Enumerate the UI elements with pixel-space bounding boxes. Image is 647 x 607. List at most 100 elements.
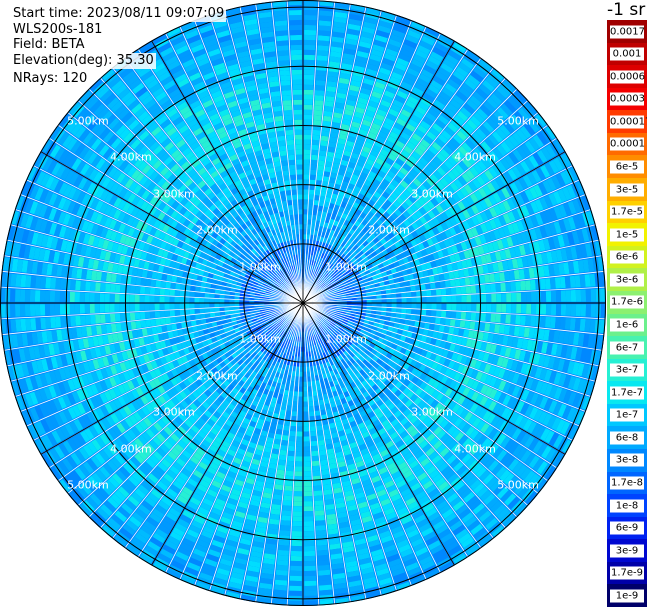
range-gate: [374, 81, 386, 90]
range-gate: [304, 54, 315, 61]
range-gate: [304, 39, 316, 46]
range-gate: [500, 282, 506, 292]
range-gate: [327, 234, 333, 240]
range-gate: [309, 184, 315, 190]
range-gate: [339, 228, 345, 235]
range-gate: [295, 451, 303, 457]
range-gate: [278, 454, 287, 461]
range-gate: [420, 120, 431, 130]
range-gate: [336, 92, 347, 99]
range-gate: [367, 132, 377, 140]
range-gate: [555, 290, 562, 302]
range-gate: [425, 149, 436, 159]
range-gate: [386, 113, 397, 122]
range-gate: [319, 589, 333, 596]
range-gate: [465, 286, 472, 294]
range-gate: [380, 99, 391, 108]
range-gate: [282, 505, 292, 511]
range-gate: [406, 141, 416, 151]
range-gate: [411, 20, 425, 31]
range-gate: [316, 60, 328, 66]
range-gate: [471, 303, 477, 312]
range-gate: [289, 570, 302, 577]
range-gate: [303, 94, 313, 100]
range-gate: [295, 456, 303, 462]
range-gate: [303, 129, 312, 135]
range-gate: [426, 310, 432, 316]
range-gate: [319, 10, 333, 17]
range-gate: [545, 304, 552, 315]
range-gate: [334, 237, 340, 244]
range-gate: [432, 46, 446, 58]
range-gate: [331, 122, 341, 129]
range-gate: [390, 312, 397, 318]
range-gate: [367, 211, 375, 219]
range-gate: [285, 470, 294, 477]
range-gate: [362, 146, 371, 154]
range-gate: [310, 265, 313, 271]
range-gate: [409, 63, 422, 73]
range-gate: [308, 209, 313, 215]
range-gate: [343, 243, 350, 250]
range-gate: [376, 135, 386, 144]
range-gate: [303, 356, 306, 362]
range-gate: [370, 183, 378, 191]
range-gate: [358, 223, 365, 230]
range-gate: [480, 313, 487, 322]
range-gate: [386, 298, 392, 303]
range-gate: [409, 168, 419, 178]
range-gate: [402, 76, 415, 86]
range-gate: [324, 105, 334, 112]
range-gate: [433, 324, 440, 332]
range-gate: [298, 386, 303, 392]
range-gate: [357, 176, 366, 184]
range-gate: [405, 72, 417, 82]
range-gate: [318, 257, 323, 263]
range-gate: [320, 252, 325, 259]
range-gate: [307, 376, 311, 382]
range-gate: [447, 122, 459, 133]
range-gate: [344, 171, 353, 179]
range-gate: [322, 120, 331, 127]
range-gate: [496, 303, 502, 313]
range-gate: [481, 303, 487, 312]
range-gate: [304, 10, 317, 16]
range-gate: [323, 428, 331, 435]
range-gate: [360, 87, 371, 96]
range-gate: [505, 282, 511, 292]
range-gate: [304, 585, 317, 591]
range-gate: [320, 459, 328, 466]
range-gate: [363, 114, 374, 123]
range-gate: [321, 276, 326, 282]
range-gate: [393, 122, 404, 131]
range-gate: [430, 289, 437, 296]
range-gate: [435, 289, 442, 296]
range-gate: [303, 224, 307, 230]
range-gate: [303, 501, 313, 507]
range-gate: [443, 58, 457, 70]
range-gate: [317, 210, 323, 217]
range-gate: [303, 496, 313, 502]
range-gate: [304, 555, 316, 562]
range-gate: [310, 159, 318, 166]
range-gate: [303, 139, 311, 145]
range-gate: [344, 145, 353, 153]
range-gate: [303, 371, 307, 377]
range-gate: [480, 284, 487, 293]
range-gate: [316, 272, 320, 278]
range-gate: [434, 137, 445, 148]
range-gate: [511, 303, 517, 314]
range-gate: [392, 144, 403, 153]
range-gate: [329, 240, 334, 246]
range-gate: [291, 536, 302, 542]
range-gate: [311, 219, 316, 226]
range-gate: [293, 501, 303, 507]
range-gate: [466, 303, 472, 312]
range-gate: [589, 273, 596, 287]
range-gate: [393, 175, 403, 184]
range-gate: [289, 575, 302, 582]
range-gate: [334, 102, 345, 109]
range-gate: [369, 127, 379, 136]
range-gate: [314, 255, 318, 262]
range-gate: [348, 210, 355, 218]
